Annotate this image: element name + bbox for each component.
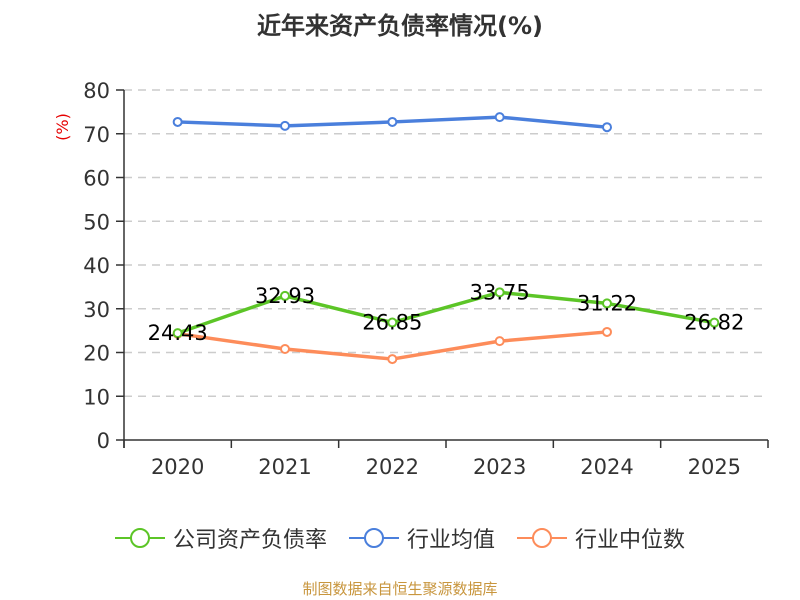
data-point[interactable]	[172, 116, 183, 127]
x-tick-label: 2021	[258, 455, 311, 479]
data-point[interactable]	[280, 344, 290, 354]
data-label: 24.43	[148, 321, 208, 345]
y-unit-label: (%)	[53, 113, 72, 141]
y-tick-label: 60	[83, 167, 110, 191]
y-tick-label: 20	[83, 342, 110, 366]
legend-item-industry-median[interactable]: 行业中位数	[517, 522, 685, 554]
data-label: 33.75	[470, 280, 530, 304]
x-tick-label: 2025	[688, 455, 741, 479]
legend-label: 行业均值	[406, 528, 495, 553]
data-point[interactable]	[494, 287, 505, 298]
data-label: 32.93	[255, 284, 315, 308]
data-label: 26.82	[684, 311, 744, 335]
x-tick-label: 2023	[473, 455, 526, 479]
y-tick-label: 80	[83, 79, 110, 103]
data-point[interactable]	[172, 328, 183, 339]
data-point[interactable]	[494, 112, 505, 123]
legend-line-circle-icon	[114, 528, 165, 548]
legend-label: 公司资产负债率	[172, 528, 327, 553]
series-line	[177, 290, 715, 335]
chart-legend: 公司资产负债率 行业均值 行业中位数	[0, 522, 800, 554]
data-point[interactable]	[387, 354, 398, 365]
data-label: 31.22	[577, 291, 637, 315]
y-tick-label: 0	[97, 429, 110, 453]
legend-item-industry-avg[interactable]: 行业均值	[348, 522, 495, 554]
data-point[interactable]	[387, 317, 398, 328]
data-point[interactable]	[494, 336, 505, 347]
data-label: 26.85	[362, 311, 422, 335]
x-tick-label: 2022	[366, 455, 419, 479]
y-tick-label: 70	[83, 123, 110, 147]
y-tick-label: 50	[83, 210, 110, 234]
x-tick-label: 2020	[151, 455, 204, 479]
legend-line-circle-icon	[517, 528, 567, 548]
data-source-footer: 制图数据来自恒生聚源数据库	[302, 580, 498, 598]
y-tick-label: 10	[83, 385, 110, 409]
legend-label: 行业中位数	[575, 528, 686, 553]
data-point[interactable]	[709, 317, 720, 328]
data-point[interactable]	[387, 116, 398, 127]
chart-title: 近年来资产负债率情况(%)	[257, 12, 543, 40]
legend-line-circle-icon	[348, 528, 399, 548]
legend-item-company[interactable]: 公司资产负债率	[114, 522, 327, 554]
x-tick-label: 2024	[580, 455, 633, 479]
data-point[interactable]	[602, 122, 612, 133]
y-tick-label: 30	[83, 298, 110, 322]
y-tick-label: 40	[83, 254, 110, 278]
data-point[interactable]	[602, 326, 612, 337]
data-point[interactable]	[602, 298, 612, 309]
data-point[interactable]	[280, 290, 290, 301]
data-point[interactable]	[280, 120, 290, 131]
